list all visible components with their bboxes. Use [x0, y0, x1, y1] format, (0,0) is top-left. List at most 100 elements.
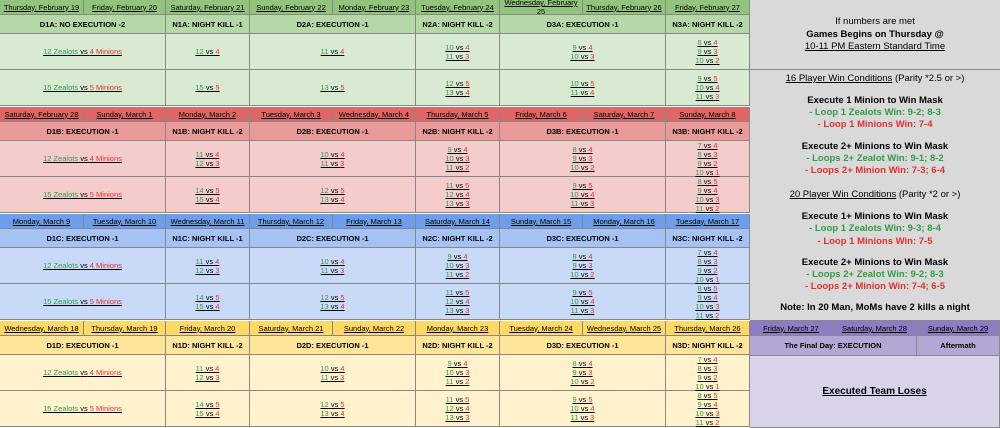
count-line[interactable]: 11 vs 3 [571, 413, 595, 422]
count-line[interactable]: 8 vs 3 [697, 150, 717, 159]
count-line[interactable]: 11 vs 3 [321, 266, 345, 275]
date[interactable]: Saturday, March 28 [842, 323, 907, 333]
count-line[interactable]: 10 vs 3 [695, 302, 719, 311]
count-line[interactable]: 9 vs 4 [697, 400, 717, 409]
count-line[interactable]: 9 vs 4 [447, 359, 467, 368]
date[interactable]: Tuesday, March 24 [509, 323, 573, 333]
count-line[interactable]: 8 vs 5 [697, 284, 717, 293]
count-line[interactable]: 15 vs 4 [195, 195, 219, 204]
count-line[interactable]: 9 vs 3 [572, 154, 592, 163]
count-line[interactable]: 11 vs 2 [446, 270, 470, 279]
date[interactable]: Friday, March 13 [346, 216, 402, 226]
count-line[interactable]: 13 vs 5 [320, 83, 344, 92]
count-line[interactable]: 10 vs 3 [445, 368, 469, 377]
date[interactable]: Monday, March 16 [593, 216, 655, 226]
date[interactable]: Sunday, March 22 [343, 323, 405, 333]
count-line[interactable]: 9 vs 2 [697, 373, 717, 382]
date[interactable]: Friday, March 6 [515, 109, 567, 119]
count-line[interactable]: 8 vs 3 [697, 364, 717, 373]
count-line[interactable]: 11 vs 2 [696, 311, 720, 320]
count-line[interactable]: 11 vs 4 [196, 364, 220, 373]
date[interactable]: Wednesday, March 25 [586, 323, 662, 333]
count-line[interactable]: 11 vs 5 [446, 395, 470, 404]
date[interactable]: Wednesday, February 25 [504, 0, 578, 16]
count-line[interactable]: 11 vs 3 [446, 52, 470, 61]
count-line[interactable]: 9 vs 3 [572, 261, 592, 270]
count-line[interactable]: 10 vs 4 [320, 364, 344, 373]
count-line[interactable]: 11 vs 3 [321, 159, 345, 168]
count-line[interactable]: 10 vs 4 [570, 190, 594, 199]
count-line[interactable]: 11 vs 4 [196, 150, 220, 159]
date[interactable]: Tuesday, March 10 [92, 216, 157, 226]
count-line[interactable]: 13 vs 3 [445, 199, 469, 208]
count-line[interactable]: 8 vs 4 [572, 145, 592, 154]
count-line[interactable]: 15 Zealots vs 5 Minions [43, 83, 122, 92]
date[interactable]: Friday, February 27 [675, 2, 740, 12]
count-line[interactable]: 13 vs 3 [445, 413, 469, 422]
date[interactable]: Saturday, March 21 [258, 323, 324, 333]
date[interactable]: Thursday, February 19 [3, 2, 80, 12]
count-line[interactable]: 13 vs 4 [320, 409, 344, 418]
count-line[interactable]: 8 vs 4 [572, 359, 592, 368]
date[interactable]: Sunday, March 29 [927, 323, 989, 333]
date[interactable]: Friday, March 20 [179, 323, 236, 333]
date[interactable]: Wednesday, March 11 [170, 216, 245, 226]
count-line[interactable]: 10 vs 4 [695, 83, 719, 92]
count-line[interactable]: 12 Zealots vs 4 Minions [43, 154, 122, 163]
date[interactable]: Sunday, February 22 [256, 2, 326, 12]
count-line[interactable]: 10 vs 3 [570, 52, 594, 61]
count-line[interactable]: 15 Zealots vs 5 Minions [43, 404, 122, 413]
date[interactable]: Saturday, March 14 [425, 216, 490, 226]
count-line[interactable]: 10 vs 1 [695, 275, 719, 284]
count-line[interactable]: 10 vs 4 [570, 297, 594, 306]
count-line[interactable]: 7 vs 4 [697, 141, 717, 150]
count-line[interactable]: 10 vs 4 [320, 257, 344, 266]
date[interactable]: Sunday, March 15 [510, 216, 572, 226]
date[interactable]: Wednesday, March 18 [4, 323, 79, 333]
count-line[interactable]: 9 vs 5 [572, 288, 592, 297]
count-line[interactable]: 11 vs 3 [571, 306, 595, 315]
date[interactable]: Wednesday, March 4 [338, 109, 410, 119]
date[interactable]: Monday, March 9 [12, 216, 71, 226]
count-line[interactable]: 12 vs 4 [445, 190, 469, 199]
count-line[interactable]: 10 vs 5 [570, 79, 594, 88]
count-line[interactable]: 9 vs 4 [447, 252, 467, 261]
count-line[interactable]: 10 vs 1 [695, 168, 719, 177]
count-line[interactable]: 11 vs 4 [571, 88, 595, 97]
date[interactable]: Monday, February 23 [338, 2, 410, 12]
count-line[interactable]: 11 vs 2 [696, 418, 720, 427]
count-line[interactable]: 8 vs 5 [697, 177, 717, 186]
date[interactable]: Thursday, March 12 [257, 216, 325, 226]
count-line[interactable]: 12 vs 4 [445, 404, 469, 413]
count-line[interactable]: 9 vs 5 [697, 74, 717, 83]
date[interactable]: Tuesday, February 24 [421, 2, 494, 12]
count-line[interactable]: 10 vs 3 [695, 409, 719, 418]
count-line[interactable]: 9 vs 2 [697, 266, 717, 275]
count-line[interactable]: 12 Zealots vs 4 Minions [43, 261, 122, 270]
count-line[interactable]: 11 vs 5 [446, 288, 470, 297]
count-line[interactable]: 12 vs 3 [195, 373, 219, 382]
count-line[interactable]: 11 vs 2 [696, 204, 720, 213]
count-line[interactable]: 8 vs 3 [697, 257, 717, 266]
count-line[interactable]: 9 vs 3 [572, 368, 592, 377]
count-line[interactable]: 15 vs 4 [195, 409, 219, 418]
count-line[interactable]: 15 vs 5 [195, 83, 219, 92]
date[interactable]: Saturday, February 21 [170, 2, 245, 12]
count-line[interactable]: 11 vs 5 [446, 181, 470, 190]
count-line[interactable]: 12 vs 3 [195, 159, 219, 168]
date[interactable]: Friday, March 27 [763, 323, 819, 333]
count-line[interactable]: 9 vs 4 [697, 186, 717, 195]
count-line[interactable]: 10 vs 2 [570, 270, 594, 279]
date[interactable]: Friday, February 20 [92, 2, 157, 12]
count-line[interactable]: 11 vs 4 [321, 47, 345, 56]
count-line[interactable]: 7 vs 4 [697, 248, 717, 257]
count-line[interactable]: 9 vs 5 [572, 181, 592, 190]
count-line[interactable]: 10 vs 2 [570, 377, 594, 386]
count-line[interactable]: 12 vs 5 [320, 186, 344, 195]
count-line[interactable]: 11 vs 2 [446, 377, 470, 386]
date[interactable]: Thursday, March 19 [91, 323, 158, 333]
count-line[interactable]: 9 vs 4 [697, 293, 717, 302]
count-line[interactable]: 14 vs 5 [195, 293, 219, 302]
count-line[interactable]: 10 vs 3 [445, 261, 469, 270]
count-line[interactable]: 13 vs 4 [445, 88, 469, 97]
